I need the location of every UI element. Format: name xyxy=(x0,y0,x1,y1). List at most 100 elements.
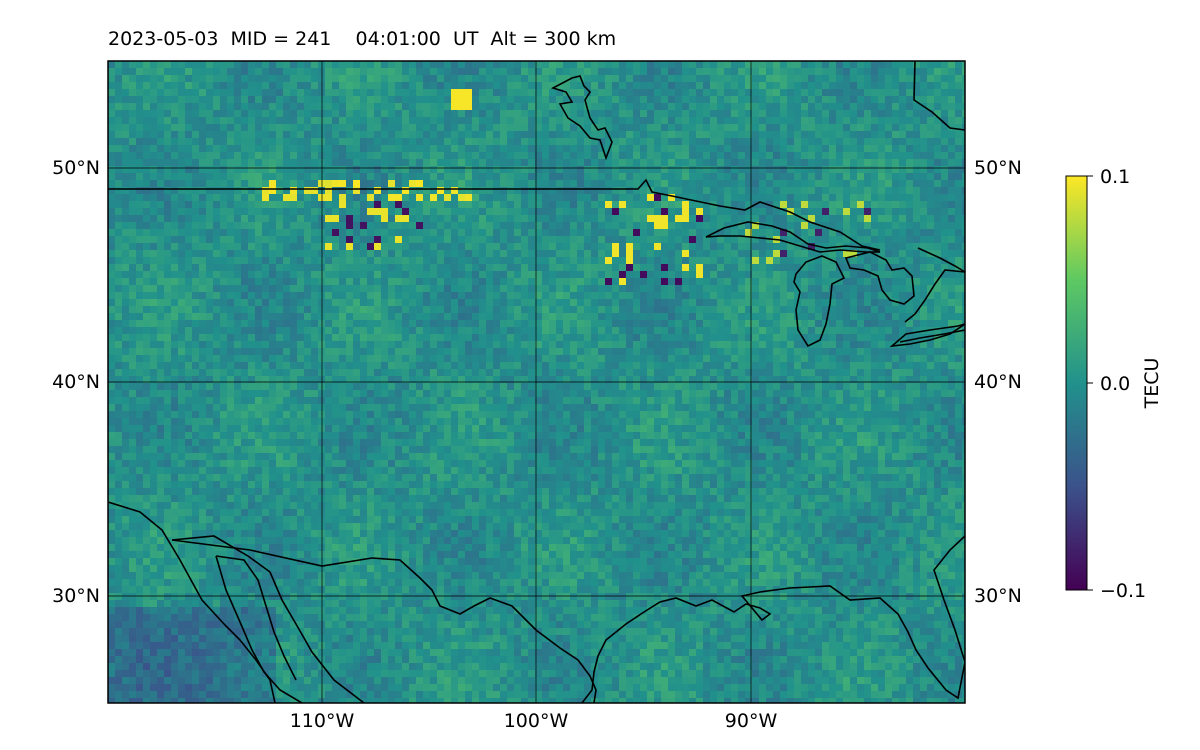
tec-cell xyxy=(647,215,655,223)
tec-cell xyxy=(570,313,578,321)
tec-cell xyxy=(654,75,662,83)
tec-cell xyxy=(724,82,732,90)
tec-cell xyxy=(724,215,732,223)
tec-cell xyxy=(472,152,480,160)
tec-cell xyxy=(255,96,263,104)
tec-cell xyxy=(920,138,928,146)
tec-cell xyxy=(430,320,438,328)
tec-cell xyxy=(472,173,480,181)
tec-cell xyxy=(255,201,263,209)
tec-cell xyxy=(164,334,172,342)
tec-cell xyxy=(906,257,914,265)
tec-cell xyxy=(598,103,606,111)
tec-cell xyxy=(843,166,851,174)
tec-cell xyxy=(962,89,965,97)
tec-cell xyxy=(612,313,620,321)
tec-cell xyxy=(829,285,837,293)
tec-cell xyxy=(717,292,725,300)
tec-cell xyxy=(913,117,921,125)
tec-cell xyxy=(395,222,403,230)
tec-cell xyxy=(941,264,949,272)
tec-cell xyxy=(276,236,284,244)
tec-cell xyxy=(290,327,298,335)
tec-cell xyxy=(136,208,144,216)
tec-cell xyxy=(731,313,739,321)
tec-cell xyxy=(136,278,144,286)
tec-cell xyxy=(528,152,536,160)
tec-cell xyxy=(136,264,144,272)
tec-cell xyxy=(703,292,711,300)
tec-cell xyxy=(570,103,578,111)
tec-cell xyxy=(570,166,578,174)
tec-cell xyxy=(598,117,606,125)
tec-cell xyxy=(276,334,284,342)
tec-cell xyxy=(108,257,116,265)
tec-cell xyxy=(962,145,965,153)
tec-cell xyxy=(871,292,879,300)
tec-cell xyxy=(199,152,207,160)
tec-cell xyxy=(304,229,312,237)
tec-cell xyxy=(395,75,403,83)
tec-cell xyxy=(493,138,501,146)
tec-cell xyxy=(269,250,277,258)
tec-cell xyxy=(437,110,445,118)
tec-cell xyxy=(605,243,613,251)
tec-cell xyxy=(682,215,690,223)
tec-cell xyxy=(899,159,907,167)
tec-cell xyxy=(696,131,704,139)
tec-cell xyxy=(584,250,592,258)
tec-cell xyxy=(178,243,186,251)
tec-cell xyxy=(451,285,459,293)
tec-cell xyxy=(598,145,606,153)
tec-cell xyxy=(164,320,172,328)
tec-cell xyxy=(766,75,774,83)
tec-cell xyxy=(479,222,487,230)
tec-cell xyxy=(822,236,830,244)
tec-cell xyxy=(598,187,606,195)
tec-cell xyxy=(353,89,361,97)
tec-cell xyxy=(199,306,207,314)
tec-cell xyxy=(577,187,585,195)
tec-cell xyxy=(248,208,256,216)
tec-cell xyxy=(724,138,732,146)
tec-cell xyxy=(430,82,438,90)
tec-cell xyxy=(325,152,333,160)
tec-cell xyxy=(437,194,445,202)
tec-cell xyxy=(535,96,543,104)
tec-cell xyxy=(864,292,872,300)
tec-cell xyxy=(325,124,333,132)
tec-cell xyxy=(262,327,270,335)
tec-cell xyxy=(521,187,529,195)
tec-cell xyxy=(346,243,354,251)
tec-cell xyxy=(724,117,732,125)
tec-cell xyxy=(136,75,144,83)
tec-cell xyxy=(633,320,641,328)
tec-cell xyxy=(801,110,809,118)
tec-cell xyxy=(346,194,354,202)
tec-cell xyxy=(759,145,767,153)
tec-cell xyxy=(668,138,676,146)
tec-cell xyxy=(437,166,445,174)
tec-cell xyxy=(472,278,480,286)
tec-cell xyxy=(290,138,298,146)
tec-cell xyxy=(724,124,732,132)
tec-cell xyxy=(535,250,543,258)
tec-cell xyxy=(759,278,767,286)
tec-cell xyxy=(836,145,844,153)
tec-cell xyxy=(129,257,137,265)
tec-cell xyxy=(409,117,417,125)
tec-cell xyxy=(262,271,270,279)
tec-cell xyxy=(171,103,179,111)
tec-cell xyxy=(535,131,543,139)
tec-cell xyxy=(864,166,872,174)
tec-cell xyxy=(332,194,340,202)
tec-cell xyxy=(108,152,116,160)
tec-cell xyxy=(885,208,893,216)
tec-cell xyxy=(451,187,459,195)
tec-cell xyxy=(906,201,914,209)
tec-cell xyxy=(136,152,144,160)
tec-cell xyxy=(157,131,165,139)
tec-cell xyxy=(290,173,298,181)
tec-cell xyxy=(703,327,711,335)
tec-cell xyxy=(528,222,536,230)
